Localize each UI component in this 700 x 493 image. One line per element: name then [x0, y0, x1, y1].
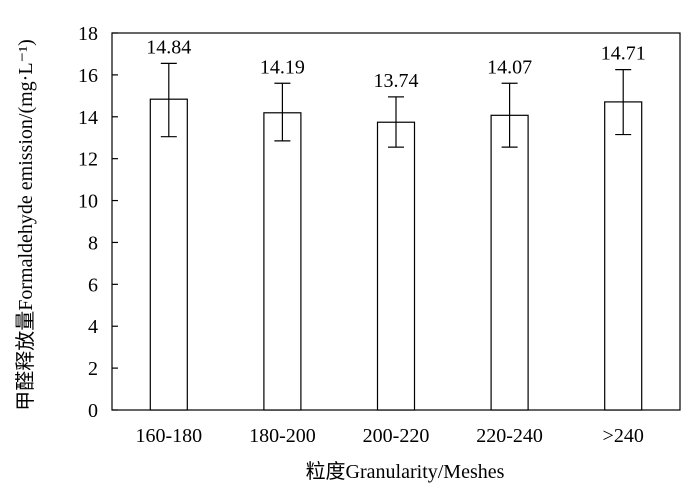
- error-bar: [274, 82, 291, 142]
- data-labels: 14.84 14.19 13.74 14.07 14.71: [146, 36, 645, 92]
- data-label: 14.84: [146, 36, 191, 58]
- x-tick-label: >240: [603, 425, 644, 447]
- y-tick-label: 4: [88, 316, 98, 338]
- bar: [376, 121, 416, 411]
- x-tick-label: 220-240: [476, 425, 543, 447]
- y-tick-label: 6: [88, 274, 98, 296]
- y-tick-label: 8: [88, 232, 98, 254]
- y-axis-title: 甲醛释放量Formaldehyde emission/(mg·L⁻¹): [14, 39, 37, 411]
- y-tick-label: 16: [78, 65, 98, 87]
- x-axis: 160-180 180-200 200-220 220-240 >240: [135, 404, 644, 447]
- bar: [149, 98, 188, 411]
- error-bar: [388, 96, 404, 148]
- bar: [604, 101, 643, 411]
- bars: [149, 98, 643, 411]
- y-tick-label: 2: [88, 358, 98, 380]
- error-bars: [160, 62, 632, 148]
- error-bar: [160, 62, 177, 138]
- y-tick-label: 12: [78, 149, 98, 171]
- y-tick-label: 18: [78, 23, 98, 45]
- bar: [263, 112, 302, 411]
- x-tick-label: 160-180: [135, 425, 202, 447]
- x-tick-label: 200-220: [363, 425, 430, 447]
- x-axis-title: 粒度Granularity/Meshes: [306, 460, 505, 483]
- data-label: 14.71: [601, 43, 646, 65]
- error-bar: [615, 69, 632, 136]
- y-axis: 0 2 4 6 8 10 12 14 16 18: [78, 23, 118, 422]
- y-tick-label: 0: [88, 400, 98, 422]
- data-label: 13.74: [374, 70, 419, 92]
- bar: [490, 114, 529, 411]
- error-bar: [501, 82, 518, 148]
- x-tick-label: 180-200: [249, 425, 316, 447]
- y-tick-label: 14: [78, 107, 98, 129]
- data-label: 14.07: [487, 56, 532, 78]
- y-tick-label: 10: [78, 191, 98, 213]
- data-label: 14.19: [260, 56, 305, 78]
